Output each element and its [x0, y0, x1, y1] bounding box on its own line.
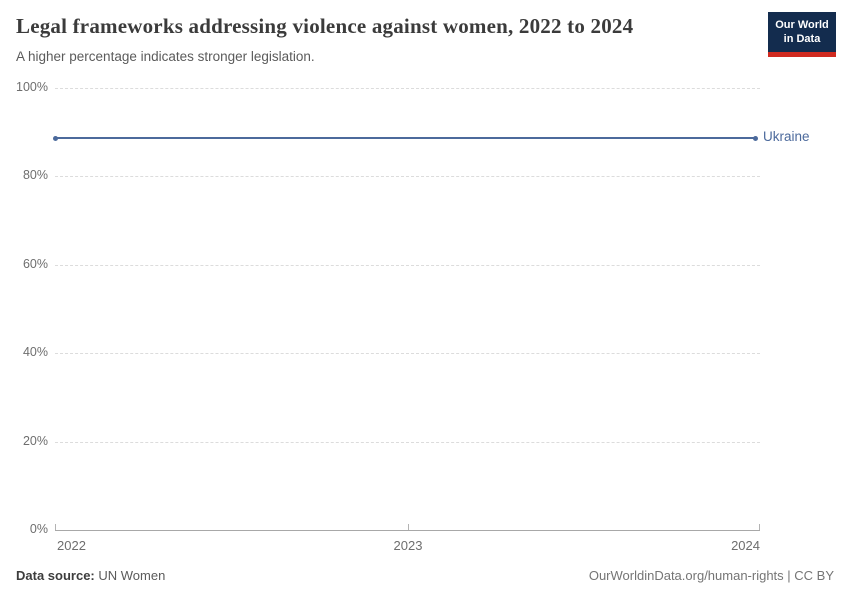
- x-axis-label: 2022: [57, 538, 86, 553]
- gridline: [55, 88, 760, 89]
- page-title: Legal frameworks addressing violence aga…: [16, 14, 634, 38]
- x-axis-label: 2023: [393, 538, 423, 553]
- x-tick: [759, 524, 760, 530]
- series-end-point[interactable]: [753, 136, 758, 141]
- series-start-point[interactable]: [53, 136, 58, 141]
- x-axis-line: [55, 530, 760, 531]
- series-line-ukraine[interactable]: [55, 137, 756, 139]
- y-axis-label: 80%: [22, 168, 48, 182]
- footer-source: Data source: UN Women: [16, 568, 165, 583]
- owid-logo: Our World in Data: [768, 12, 836, 57]
- attribution-link[interactable]: OurWorldinData.org/human-rights | CC BY: [588, 568, 834, 583]
- gridline: [55, 265, 760, 266]
- series-label-ukraine[interactable]: Ukraine: [763, 129, 810, 144]
- y-axis-label: 60%: [22, 257, 48, 271]
- y-axis-label: 40%: [22, 345, 48, 359]
- gridline: [55, 176, 760, 177]
- y-axis-label: 100%: [16, 80, 48, 94]
- y-axis-label: 0%: [29, 522, 48, 536]
- gridline: [55, 442, 760, 443]
- owid-logo-line1: Our World: [775, 19, 829, 31]
- data-source-label: Data source:: [16, 568, 95, 583]
- data-source-value: UN Women: [98, 568, 166, 583]
- owid-logo-line2: in Data: [783, 33, 821, 46]
- x-tick: [408, 524, 409, 530]
- gridline: [55, 353, 760, 354]
- x-tick: [55, 524, 56, 530]
- x-axis-label: 2024: [731, 538, 760, 553]
- page-subtitle: A higher percentage indicates stronger l…: [16, 49, 315, 64]
- y-axis-label: 20%: [22, 434, 48, 448]
